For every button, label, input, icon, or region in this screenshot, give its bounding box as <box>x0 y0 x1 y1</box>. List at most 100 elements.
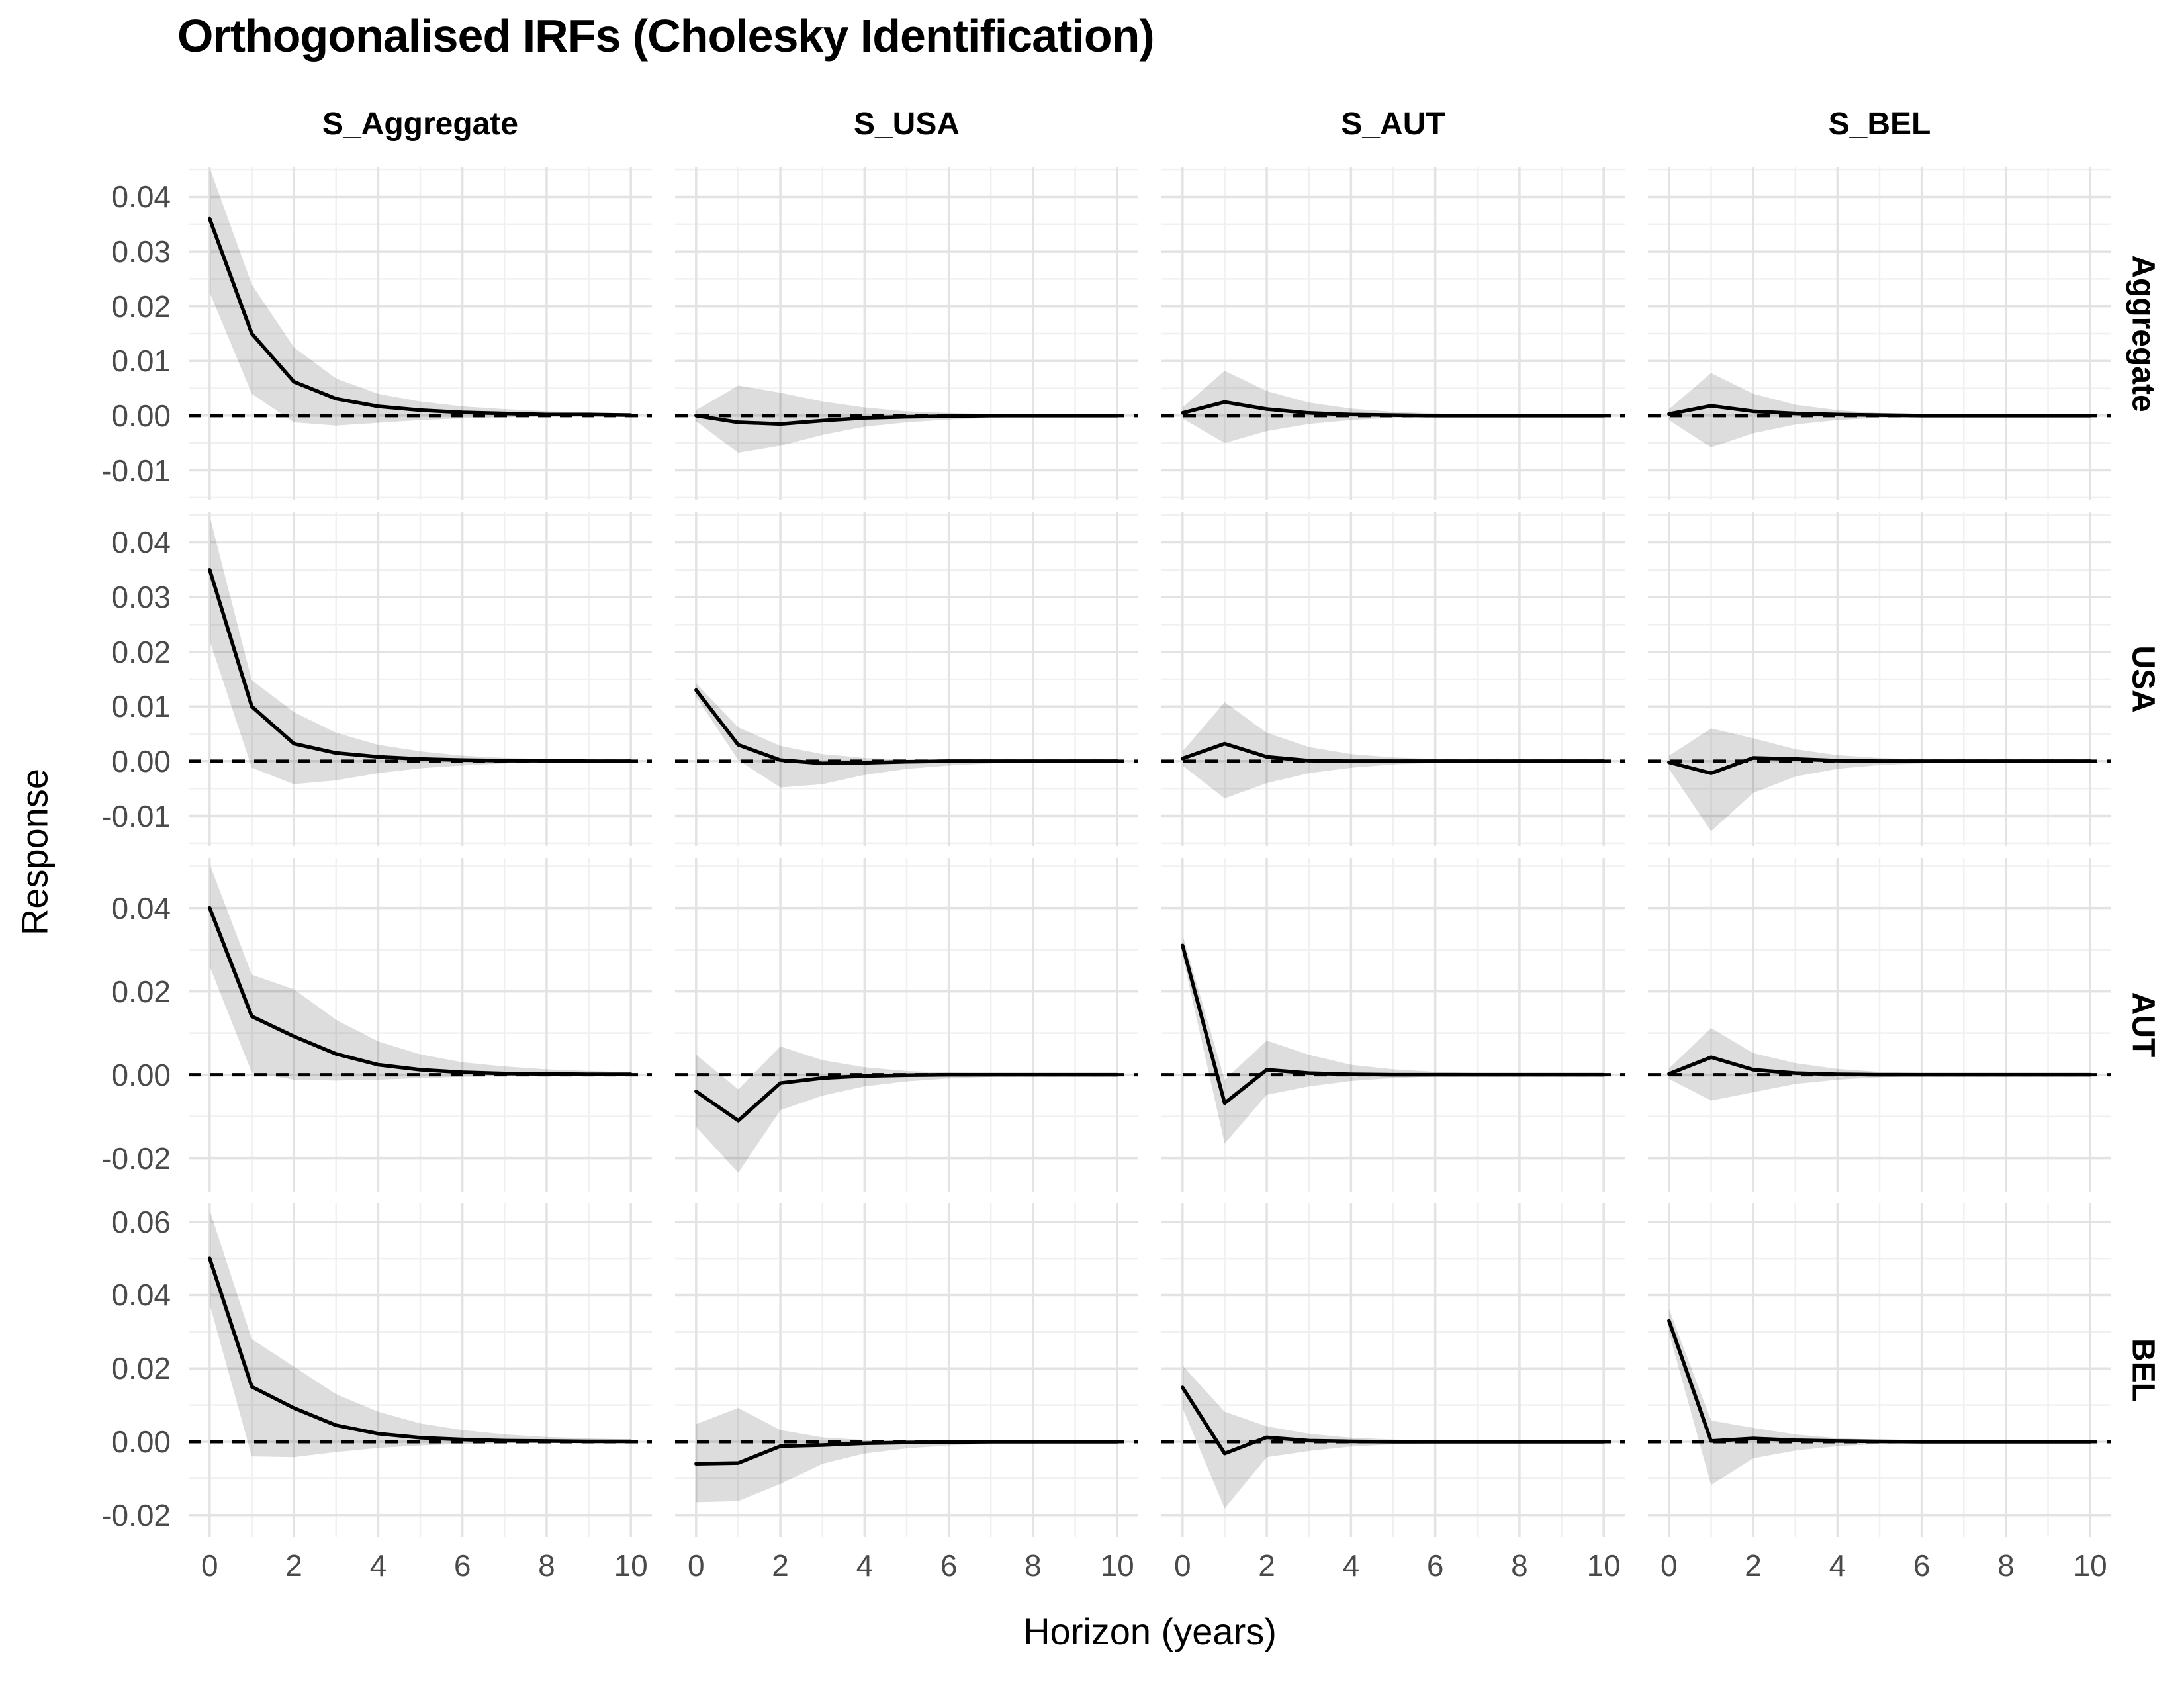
panel-canvas <box>1161 167 1625 500</box>
confidence-band <box>209 864 631 1081</box>
irf-line <box>1667 1055 2092 1077</box>
x-tick-label: 0 <box>201 1548 218 1583</box>
y-tick-label: 0.03 <box>111 580 171 615</box>
x-tick-label: 8 <box>1997 1548 2015 1583</box>
irf-panel-BEL-S_Aggregate <box>189 1203 652 1537</box>
x-tick-label: 2 <box>772 1548 789 1583</box>
y-tick-label: 0.04 <box>111 890 171 925</box>
y-tick-label: 0.02 <box>111 1351 171 1386</box>
x-tick-label: 8 <box>538 1548 555 1583</box>
x-tick-label: 6 <box>453 1548 471 1583</box>
confidence-band <box>1668 728 2091 831</box>
irf-panel-AUT-S_AUT <box>1161 858 1625 1192</box>
panel-canvas <box>1161 1203 1625 1537</box>
y-tick-label: 0.00 <box>111 398 171 433</box>
irf-panel-AUT-S_Aggregate <box>189 858 652 1192</box>
irf-panel-AUT-S_BEL <box>1648 858 2111 1192</box>
irf-line <box>694 1440 1119 1466</box>
irf-panel-USA-S_USA <box>675 512 1138 846</box>
panel-canvas <box>675 512 1138 846</box>
col-strip-label: S_BEL <box>1828 107 1931 142</box>
panel-canvas <box>675 858 1138 1192</box>
irf-panel-BEL-S_AUT <box>1161 1203 1625 1537</box>
y-tick-label: 0.04 <box>111 525 171 560</box>
chart-title: Orthogonalised IRFs (Cholesky Identifica… <box>177 10 1155 62</box>
col-strip-label: S_AUT <box>1341 107 1445 142</box>
irf-line <box>208 216 633 417</box>
panel-canvas <box>1648 1203 2111 1537</box>
y-tick-label: 0.06 <box>111 1204 171 1239</box>
irf-line <box>208 568 633 763</box>
confidence-band <box>696 1408 1118 1503</box>
confidence-band <box>1182 371 1604 444</box>
y-tick-label: -0.01 <box>101 453 171 488</box>
irf-line <box>1181 741 1606 763</box>
panel-canvas <box>675 167 1138 500</box>
x-tick-label: 4 <box>1829 1548 1846 1583</box>
panel-canvas <box>1648 858 2111 1192</box>
y-tick-label: 0.02 <box>111 289 171 324</box>
irf-panel-AUT-S_USA <box>675 858 1138 1192</box>
x-tick-label: 0 <box>688 1548 705 1583</box>
irf-line <box>694 414 1119 426</box>
x-tick-label: 10 <box>1100 1548 1134 1583</box>
x-tick-label: 4 <box>856 1548 874 1583</box>
x-tick-label: 6 <box>940 1548 958 1583</box>
panel-canvas <box>1161 512 1625 846</box>
irf-panel-USA-S_AUT <box>1161 512 1625 846</box>
irf-panel-Aggregate-S_AUT <box>1161 167 1625 500</box>
confidence-band <box>209 1209 631 1458</box>
y-tick-label: -0.01 <box>101 798 171 833</box>
x-tick-label: 2 <box>285 1548 302 1583</box>
panel-canvas <box>1648 167 2111 500</box>
x-tick-label: 4 <box>1342 1548 1360 1583</box>
panel-canvas <box>189 858 652 1192</box>
row-strip-label: USA <box>2125 645 2161 713</box>
irf-panel-BEL-S_BEL <box>1648 1203 2111 1537</box>
y-tick-label: 0.00 <box>111 1425 171 1459</box>
panel-canvas <box>189 167 652 500</box>
y-tick-label: 0.00 <box>111 743 171 778</box>
y-tick-label: 0.02 <box>111 634 171 669</box>
y-tick-label: 0.01 <box>111 689 171 724</box>
x-tick-label: 0 <box>1174 1548 1191 1583</box>
irf-panel-Aggregate-S_USA <box>675 167 1138 500</box>
irf-line <box>1667 1319 2092 1444</box>
x-tick-label: 2 <box>1258 1548 1275 1583</box>
irf-panel-USA-S_Aggregate <box>189 512 652 846</box>
irf-line <box>1667 404 2092 418</box>
confidence-band <box>1668 1028 2091 1101</box>
irf-line <box>208 906 633 1076</box>
x-tick-label: 10 <box>1586 1548 1621 1583</box>
irf-line <box>1181 1385 1606 1456</box>
irf-line <box>694 1072 1119 1123</box>
confidence-band <box>696 1046 1118 1173</box>
irf-panel-Aggregate-S_BEL <box>1648 167 2111 500</box>
panel-canvas <box>1161 858 1625 1192</box>
irf-line <box>1181 400 1606 418</box>
irf-panel-BEL-S_USA <box>675 1203 1138 1537</box>
panel-canvas <box>1648 512 2111 846</box>
col-strip-label: S_USA <box>853 107 960 142</box>
y-tick-label: 0.02 <box>111 974 171 1009</box>
x-tick-label: 0 <box>1661 1548 1678 1583</box>
col-strip-label: S_Aggregate <box>322 107 519 142</box>
confidence-band <box>1182 702 1604 799</box>
x-tick-label: 10 <box>614 1548 648 1583</box>
x-tick-label: 6 <box>1913 1548 1931 1583</box>
confidence-band <box>696 385 1118 453</box>
panel-canvas <box>675 1203 1138 1537</box>
y-tick-label: 0.04 <box>111 1278 171 1313</box>
irf-line <box>1667 756 2092 775</box>
y-tick-label: -0.02 <box>101 1141 171 1176</box>
y-tick-label: 0.04 <box>111 179 171 214</box>
panel-canvas <box>189 1203 652 1537</box>
y-tick-label: 0.01 <box>111 344 171 379</box>
confidence-band <box>209 516 631 784</box>
confidence-band <box>1182 935 1604 1144</box>
y-tick-label: 0.03 <box>111 234 171 269</box>
x-tick-label: 2 <box>1745 1548 1762 1583</box>
irf-panel-USA-S_BEL <box>1648 512 2111 846</box>
x-tick-label: 6 <box>1426 1548 1444 1583</box>
